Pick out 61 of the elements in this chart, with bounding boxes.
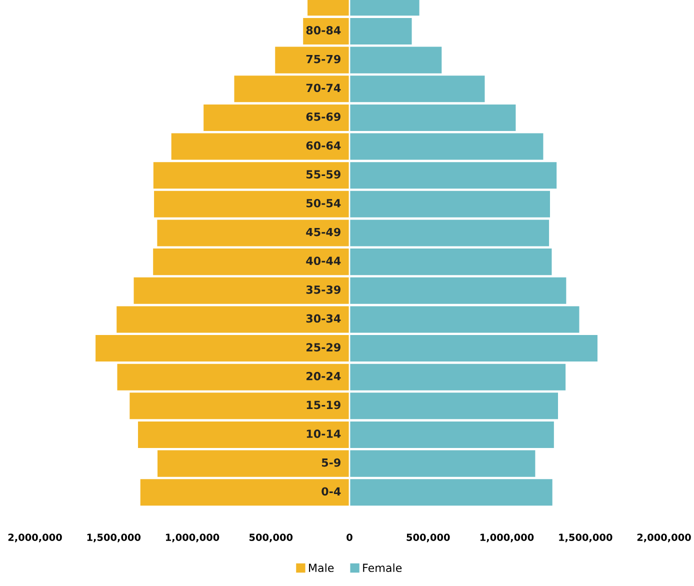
- y-tick-label: 40-44: [306, 256, 341, 266]
- bar: [157, 220, 350, 246]
- bar: [350, 479, 552, 506]
- y-tick-label: 45-49: [306, 228, 340, 236]
- x-tick-label: 1,000,000: [480, 534, 534, 542]
- bar: [350, 220, 550, 246]
- bar: [130, 392, 350, 420]
- bar: [350, 190, 550, 218]
- bar: [138, 421, 350, 448]
- bar: [350, 277, 566, 304]
- bar: [234, 76, 350, 102]
- bar: [350, 335, 598, 362]
- bar: [350, 162, 557, 189]
- bar: [154, 190, 350, 218]
- bar: [204, 104, 350, 131]
- y-tick-label: 0-4: [322, 487, 341, 496]
- y-tick-label: 70-74: [306, 84, 341, 92]
- x-tick-label: 1,500,000: [559, 534, 612, 542]
- bar: [153, 162, 350, 189]
- y-tick-label: 30-34: [306, 314, 341, 323]
- bar: [134, 277, 350, 304]
- bar: [350, 76, 485, 102]
- bar: [171, 133, 350, 160]
- bar: [350, 104, 516, 131]
- y-tick-label: 65-69: [306, 112, 340, 121]
- bar: [275, 46, 350, 74]
- y-tick-label: 5-9: [322, 458, 340, 467]
- legend-label: Female: [363, 563, 402, 572]
- y-tick-label: 75-79: [306, 54, 340, 64]
- bar: [350, 306, 580, 333]
- y-tick-label: 20-24: [306, 372, 341, 380]
- x-tick-label: 2,000,000: [8, 534, 62, 542]
- x-tick-label: 1,000,000: [166, 534, 220, 542]
- bar: [350, 364, 566, 390]
- x-tick-label: 2,000,000: [637, 534, 691, 542]
- bar: [350, 421, 554, 448]
- bar: [350, 18, 412, 44]
- bar: [116, 306, 350, 333]
- bar: [158, 450, 350, 477]
- x-tick-label: 1,500,000: [87, 534, 141, 542]
- bar: [117, 364, 350, 390]
- x-tick-label: 500,000: [249, 534, 293, 542]
- bar: [350, 248, 552, 276]
- x-tick-label: 500,000: [406, 534, 450, 542]
- y-tick-label: 60-64: [306, 141, 341, 150]
- x-tick-label: 0: [346, 534, 352, 541]
- bar: [350, 133, 544, 160]
- bar: [350, 450, 536, 477]
- bar: [96, 335, 350, 362]
- bar: [153, 248, 350, 276]
- legend-label: Male: [309, 563, 334, 572]
- y-tick-label: 35-39: [306, 285, 340, 294]
- y-tick-label: 25-29: [306, 343, 340, 352]
- y-tick-label: 10-14: [306, 430, 341, 438]
- y-tick-label: 80-84: [306, 26, 341, 34]
- bar: [350, 392, 558, 420]
- y-tick-label: 55-59: [306, 170, 340, 179]
- bar: [350, 46, 442, 74]
- bar: [140, 479, 350, 506]
- y-tick-label: 50-54: [306, 198, 341, 208]
- y-tick-label: 15-19: [306, 400, 340, 410]
